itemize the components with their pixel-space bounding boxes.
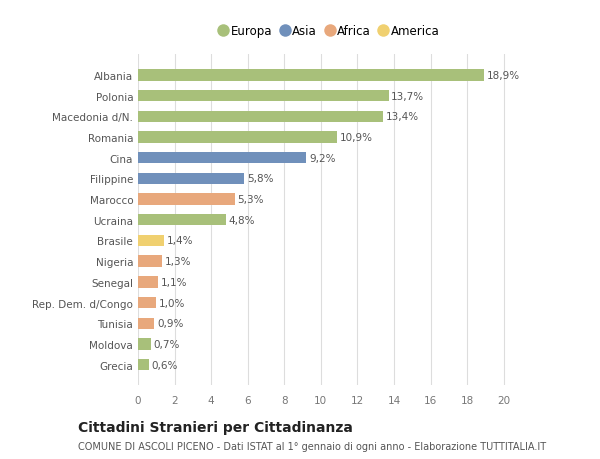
Bar bbox=[138, 359, 149, 370]
Text: 10,9%: 10,9% bbox=[340, 133, 373, 143]
Text: 0,7%: 0,7% bbox=[154, 339, 180, 349]
Text: 5,8%: 5,8% bbox=[247, 174, 274, 184]
Bar bbox=[138, 70, 484, 81]
Bar bbox=[138, 153, 306, 164]
Bar bbox=[138, 277, 158, 288]
Text: 5,3%: 5,3% bbox=[238, 195, 264, 205]
Bar bbox=[138, 339, 151, 350]
Text: 18,9%: 18,9% bbox=[487, 71, 520, 81]
Bar bbox=[138, 318, 154, 329]
Bar bbox=[138, 256, 162, 267]
Text: 13,4%: 13,4% bbox=[386, 112, 419, 122]
Bar bbox=[138, 112, 383, 123]
Text: Cittadini Stranieri per Cittadinanza: Cittadini Stranieri per Cittadinanza bbox=[78, 420, 353, 434]
Text: COMUNE DI ASCOLI PICENO - Dati ISTAT al 1° gennaio di ogni anno - Elaborazione T: COMUNE DI ASCOLI PICENO - Dati ISTAT al … bbox=[78, 441, 546, 451]
Bar bbox=[138, 174, 244, 185]
Text: 1,1%: 1,1% bbox=[161, 277, 187, 287]
Text: 1,4%: 1,4% bbox=[166, 236, 193, 246]
Text: 0,6%: 0,6% bbox=[152, 360, 178, 370]
Text: 1,3%: 1,3% bbox=[164, 257, 191, 267]
Bar bbox=[138, 194, 235, 205]
Text: 13,7%: 13,7% bbox=[391, 91, 424, 101]
Text: 9,2%: 9,2% bbox=[309, 153, 335, 163]
Text: 4,8%: 4,8% bbox=[229, 215, 255, 225]
Bar bbox=[138, 91, 389, 102]
Bar bbox=[138, 297, 156, 308]
Text: 0,9%: 0,9% bbox=[157, 319, 184, 329]
Bar bbox=[138, 235, 164, 246]
Bar bbox=[138, 215, 226, 226]
Bar bbox=[138, 132, 337, 143]
Legend: Europa, Asia, Africa, America: Europa, Asia, Africa, America bbox=[217, 21, 443, 41]
Text: 1,0%: 1,0% bbox=[159, 298, 185, 308]
